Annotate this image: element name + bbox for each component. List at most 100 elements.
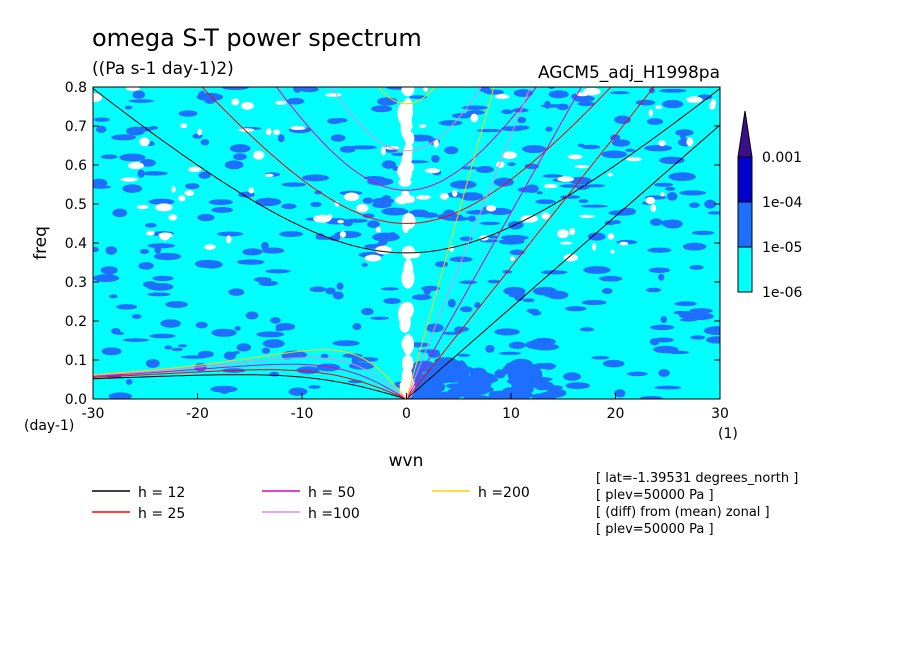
y-tick-label: 0.8 xyxy=(65,80,87,96)
power-cell xyxy=(216,231,244,237)
power-cell xyxy=(362,197,374,204)
power-cell xyxy=(160,319,181,328)
power-cell xyxy=(665,186,676,191)
power-cell xyxy=(578,199,589,203)
power-cell xyxy=(666,191,678,201)
kelvin-wave-curve xyxy=(406,124,720,399)
power-cell xyxy=(419,212,439,218)
power-cell xyxy=(403,258,414,282)
power-cell xyxy=(185,183,200,190)
power-cell xyxy=(424,168,440,174)
legend-label: h =100 xyxy=(308,506,360,522)
power-cell xyxy=(517,116,527,124)
y-tick-label: 0.3 xyxy=(65,275,87,291)
x-tick-label: -30 xyxy=(82,406,105,422)
power-cell xyxy=(451,113,474,119)
power-cell xyxy=(522,298,535,303)
power-cell xyxy=(362,213,375,218)
power-cell xyxy=(320,353,329,359)
y-tick-label: 0.4 xyxy=(65,236,87,252)
rossby-wave-curve xyxy=(93,357,407,399)
power-cell xyxy=(262,247,285,254)
power-cell xyxy=(152,275,174,282)
power-cell xyxy=(299,87,319,93)
power-cell xyxy=(219,387,230,394)
power-cell xyxy=(459,280,478,285)
power-cell xyxy=(483,89,505,95)
power-cell xyxy=(361,262,368,267)
power-cell xyxy=(560,241,573,245)
legend: h = 12 h = 25 h = 50 h =100 h =200 xyxy=(92,485,530,522)
power-cell xyxy=(449,245,454,253)
power-cell xyxy=(658,369,670,377)
power-cell xyxy=(145,358,160,368)
power-cell xyxy=(599,275,623,282)
power-cell xyxy=(573,95,595,103)
power-cell xyxy=(433,139,439,148)
power-cell xyxy=(316,363,341,372)
power-cell xyxy=(509,256,516,261)
gravity-wave-curve xyxy=(201,87,612,225)
power-cell xyxy=(265,128,272,136)
power-cell xyxy=(619,241,629,246)
power-cell xyxy=(111,134,137,141)
power-cell xyxy=(512,108,529,113)
power-cell xyxy=(380,146,386,156)
power-cell xyxy=(131,314,142,319)
power-cell xyxy=(659,156,685,165)
power-cell xyxy=(703,326,720,336)
power-cell xyxy=(661,220,671,227)
power-cell xyxy=(211,328,237,337)
power-cell xyxy=(585,184,606,188)
power-cell xyxy=(339,231,347,238)
power-cell xyxy=(607,172,613,177)
power-cell xyxy=(476,128,502,133)
power-cell xyxy=(557,229,569,239)
power-cell xyxy=(576,92,589,97)
power-cell xyxy=(138,262,154,270)
power-cell xyxy=(494,328,520,336)
power-cell xyxy=(706,336,720,344)
power-cell xyxy=(233,350,240,355)
power-cell xyxy=(567,154,583,160)
power-cell xyxy=(704,199,717,209)
power-cell xyxy=(332,118,348,123)
power-cell xyxy=(352,322,362,331)
power-cell xyxy=(610,91,630,95)
y-tick-label: 0.5 xyxy=(65,197,87,213)
power-cell xyxy=(626,157,642,162)
power-cell xyxy=(498,238,525,245)
power-cell xyxy=(399,381,411,390)
y-unit-label: (day-1) xyxy=(24,418,74,434)
power-cell xyxy=(536,191,543,195)
power-cell xyxy=(376,97,398,106)
power-cell xyxy=(487,279,501,284)
power-cell xyxy=(691,230,715,236)
power-cell xyxy=(149,333,176,339)
power-cell xyxy=(344,192,360,202)
power-cell xyxy=(577,143,585,147)
power-cell xyxy=(273,129,280,135)
power-cell xyxy=(540,270,568,275)
power-cell xyxy=(611,139,631,147)
power-cell xyxy=(658,273,665,281)
power-cell xyxy=(270,317,281,324)
power-cell xyxy=(332,340,360,347)
power-cell xyxy=(93,274,120,283)
power-cell xyxy=(686,312,714,320)
power-cell xyxy=(524,163,539,169)
power-cell xyxy=(327,213,333,220)
power-cell xyxy=(211,207,234,213)
info-line: [ (diff) from (mean) zonal ] xyxy=(596,505,770,520)
power-cell xyxy=(455,258,472,262)
power-cell xyxy=(261,347,271,354)
power-cell xyxy=(112,208,128,218)
info-block: [ lat=-1.39531 degrees_north ] [ plev=50… xyxy=(596,471,798,537)
power-cell xyxy=(475,166,494,174)
power-cell xyxy=(520,214,539,223)
power-cell xyxy=(439,192,449,200)
power-cell xyxy=(364,254,382,262)
power-cell xyxy=(283,350,305,357)
power-cell xyxy=(136,204,149,210)
